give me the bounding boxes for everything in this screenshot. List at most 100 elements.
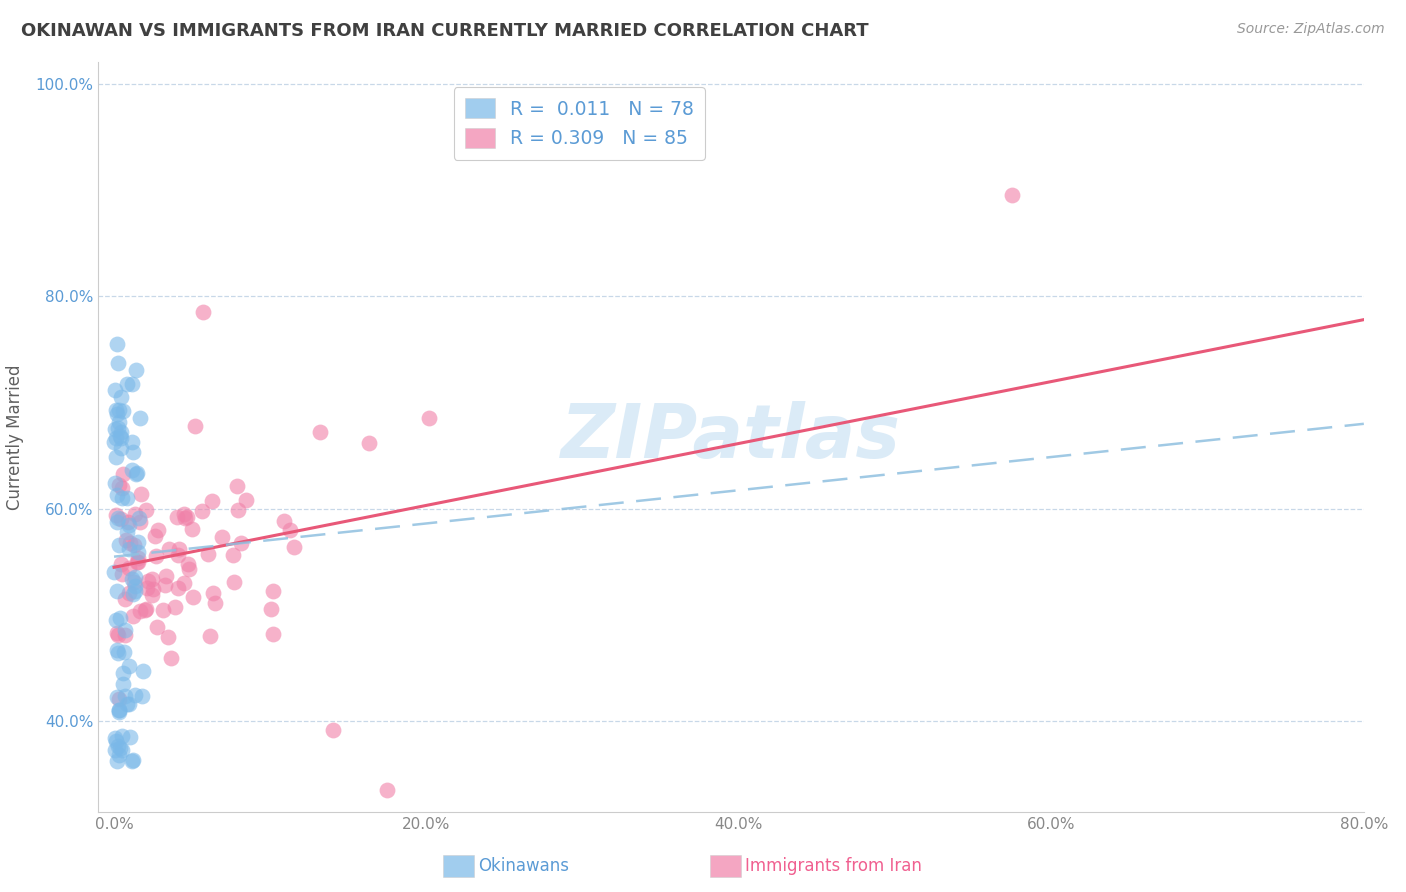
Point — [107, 356, 129, 370]
Point — [110, 491, 132, 505]
Point — [177, 557, 200, 571]
Point — [418, 411, 440, 425]
Text: ZIPatlas: ZIPatlas — [561, 401, 901, 474]
Point — [124, 508, 146, 522]
Point — [165, 599, 187, 614]
Point — [105, 584, 128, 599]
Point — [229, 536, 252, 550]
Point — [114, 689, 136, 703]
Point — [181, 590, 204, 604]
Point — [262, 627, 284, 641]
Point — [105, 643, 128, 657]
Point — [110, 441, 132, 455]
Point — [105, 407, 128, 421]
Point — [111, 566, 134, 581]
Point — [118, 541, 141, 556]
Point — [226, 478, 249, 492]
Y-axis label: Currently Married: Currently Married — [7, 364, 24, 510]
Point — [122, 538, 145, 552]
Point — [131, 689, 153, 703]
Point — [120, 536, 142, 550]
Point — [110, 511, 132, 525]
Point — [108, 403, 131, 417]
Point — [184, 419, 207, 434]
Point — [108, 538, 131, 552]
Point — [201, 494, 224, 508]
Point — [118, 518, 141, 533]
Point — [127, 534, 149, 549]
Point — [145, 529, 167, 543]
Point — [104, 383, 127, 397]
Point — [105, 402, 128, 417]
Point — [173, 508, 195, 522]
Point — [110, 431, 132, 445]
Point — [118, 659, 141, 673]
Point — [124, 689, 146, 703]
Point — [146, 523, 169, 537]
Point — [107, 754, 129, 768]
Point — [110, 390, 132, 404]
Point — [107, 747, 129, 762]
Point — [105, 508, 128, 523]
Text: Immigrants from Iran: Immigrants from Iran — [745, 857, 922, 875]
Point — [160, 650, 183, 665]
Point — [322, 723, 344, 738]
Point — [115, 698, 138, 712]
Point — [121, 572, 143, 586]
Point — [115, 533, 138, 548]
Point — [1001, 188, 1024, 202]
Point — [134, 502, 156, 516]
Point — [104, 734, 127, 748]
Point — [117, 515, 139, 529]
Point — [125, 467, 148, 482]
Point — [124, 584, 146, 599]
Point — [121, 376, 143, 391]
Point — [136, 574, 159, 589]
Point — [152, 603, 174, 617]
Point — [105, 626, 128, 640]
Point — [179, 562, 201, 576]
Point — [141, 588, 163, 602]
Point — [107, 692, 129, 706]
Point — [114, 592, 136, 607]
Point — [110, 611, 132, 625]
Point — [104, 431, 127, 445]
Point — [142, 582, 165, 596]
Point — [260, 602, 283, 616]
Point — [128, 410, 150, 425]
Point — [121, 753, 143, 767]
Point — [166, 549, 188, 563]
Point — [115, 491, 138, 505]
Point — [121, 445, 143, 459]
Text: Okinawans: Okinawans — [478, 857, 569, 875]
Point — [107, 510, 129, 524]
Point — [127, 555, 149, 569]
Point — [121, 463, 143, 477]
Point — [201, 586, 224, 600]
Point — [104, 475, 127, 490]
Point — [110, 425, 132, 440]
Point — [156, 630, 179, 644]
Point — [107, 646, 129, 660]
Point — [103, 435, 125, 450]
Point — [105, 515, 128, 529]
Point — [235, 493, 257, 508]
Point — [118, 731, 141, 745]
Point — [174, 511, 197, 525]
Point — [108, 478, 131, 492]
Point — [111, 729, 134, 743]
Text: OKINAWAN VS IMMIGRANTS FROM IRAN CURRENTLY MARRIED CORRELATION CHART: OKINAWAN VS IMMIGRANTS FROM IRAN CURRENT… — [21, 22, 869, 40]
Point — [110, 558, 132, 572]
Point — [198, 629, 221, 643]
Text: Source: ZipAtlas.com: Source: ZipAtlas.com — [1237, 22, 1385, 37]
Point — [145, 549, 167, 563]
Point — [125, 467, 148, 481]
Point — [107, 628, 129, 642]
Point — [226, 503, 249, 517]
Point — [108, 703, 131, 717]
Point — [129, 604, 152, 618]
Point — [124, 578, 146, 592]
Point — [190, 504, 212, 518]
Point — [359, 436, 381, 450]
Point — [157, 541, 180, 556]
